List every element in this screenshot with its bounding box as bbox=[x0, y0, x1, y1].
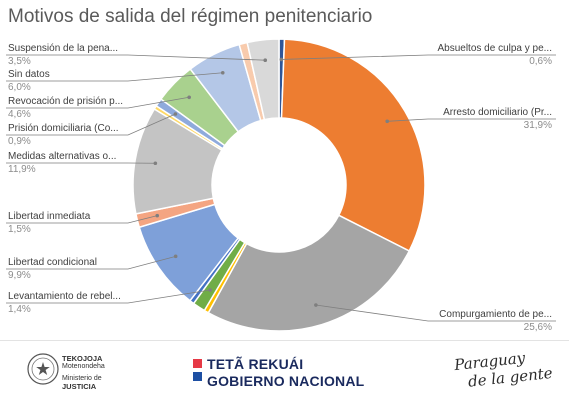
slice-value-4: 1,4% bbox=[8, 304, 31, 315]
slice-value-10: 0,9% bbox=[8, 136, 31, 147]
slice-name-2: Compurgamiento de pe... bbox=[439, 309, 552, 320]
leader-line-7 bbox=[6, 215, 158, 224]
flag-squares-icon bbox=[193, 359, 203, 383]
slice-14 bbox=[246, 38, 280, 121]
slice-name-8: Medidas alternativas o... bbox=[8, 151, 117, 162]
slice-name-4: Levantamiento de rebel... bbox=[8, 291, 121, 302]
footer-divider bbox=[0, 340, 569, 341]
slice-label-2: Compurgamiento de pe... 25,6% bbox=[439, 308, 552, 334]
slice-value-14: 3,5% bbox=[8, 56, 31, 67]
leader-dot-11 bbox=[187, 95, 191, 100]
gov-line1: TETÃ REKUÁI bbox=[207, 356, 304, 372]
leader-line-1 bbox=[387, 118, 556, 122]
slice-name-7: Libertad inmediata bbox=[8, 211, 91, 222]
slice-label-7: Libertad inmediata 1,5% bbox=[8, 210, 90, 236]
slice-value-6: 9,9% bbox=[8, 270, 31, 281]
ministry-line4: JUSTICIA bbox=[62, 382, 97, 391]
leader-line-10 bbox=[6, 113, 176, 136]
slice-name-12: Sin datos bbox=[8, 69, 50, 80]
slice-label-12: Sin datos 6,0% bbox=[8, 68, 50, 94]
slice-name-10: Prisión domiciliaria (Co... bbox=[8, 123, 119, 134]
gobierno-nacional-logo: TETÃ REKUÁI GOBIERNO NACIONAL bbox=[207, 356, 364, 390]
leader-line-11 bbox=[6, 96, 190, 109]
leader-line-14 bbox=[6, 54, 266, 61]
slogan-logo: Paraguay de la gente bbox=[453, 346, 553, 392]
slice-value-11: 4,6% bbox=[8, 109, 31, 120]
slice-label-4: Levantamiento de rebel... 1,4% bbox=[8, 290, 121, 316]
slice-label-8: Medidas alternativas o... 11,9% bbox=[8, 150, 116, 176]
slice-name-1: Arresto domiciliario (Pr... bbox=[443, 107, 552, 118]
slice-value-12: 6,0% bbox=[8, 82, 31, 93]
paraguay-seal-icon bbox=[27, 353, 59, 385]
slice-label-14: Suspensión de la pena... 3,5% bbox=[8, 42, 118, 68]
slice-value-2: 25,6% bbox=[523, 322, 552, 333]
slice-label-1: Arresto domiciliario (Pr... 31,9% bbox=[443, 106, 552, 132]
slice-label-0: Absueltos de culpa y pe... 0,6% bbox=[437, 42, 552, 68]
donut-chart bbox=[6, 38, 556, 332]
ministry-line2: Motenondeha bbox=[62, 363, 105, 370]
slice-label-11: Revocación de prisión p... 4,6% bbox=[8, 95, 123, 121]
ministry-line3: Ministerio de bbox=[62, 375, 102, 382]
gov-line2: GOBIERNO NACIONAL bbox=[207, 373, 365, 389]
leader-line-12 bbox=[6, 72, 223, 82]
ministry-of-justice-logo: TEKOJOJA Motenondeha Ministerio de JUSTI… bbox=[62, 355, 105, 391]
slice-name-14: Suspensión de la pena... bbox=[8, 43, 119, 54]
slice-name-11: Revocación de prisión p... bbox=[8, 96, 124, 107]
slice-value-7: 1,5% bbox=[8, 224, 31, 235]
slice-value-8: 11,9% bbox=[8, 164, 36, 175]
leader-line-6 bbox=[6, 255, 176, 270]
slice-label-6: Libertad condicional 9,9% bbox=[8, 256, 97, 282]
slice-value-0: 0,6% bbox=[529, 56, 552, 67]
leader-line-2 bbox=[315, 304, 556, 322]
slice-1 bbox=[280, 38, 426, 253]
ministry-line1: TEKOJOJA bbox=[62, 354, 103, 363]
slice-name-0: Absueltos de culpa y pe... bbox=[437, 43, 552, 54]
slice-2 bbox=[207, 214, 411, 332]
chart-title: Motivos de salida del régimen penitencia… bbox=[8, 6, 373, 27]
leader-line-4 bbox=[6, 289, 211, 304]
slice-name-6: Libertad condicional bbox=[8, 257, 97, 268]
leader-dot-10 bbox=[173, 112, 178, 116]
footer: TEKOJOJA Motenondeha Ministerio de JUSTI… bbox=[0, 341, 569, 404]
leader-line-0 bbox=[281, 54, 556, 60]
slice-value-1: 31,9% bbox=[523, 120, 552, 131]
slice-label-10: Prisión domiciliaria (Co... 0,9% bbox=[8, 122, 119, 148]
